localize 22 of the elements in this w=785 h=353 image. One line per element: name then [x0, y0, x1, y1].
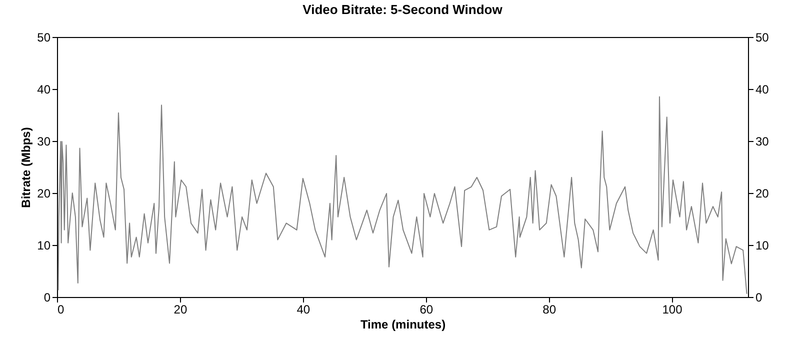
x-tick-label: 20 — [174, 302, 188, 316]
x-tick-label: 40 — [296, 302, 310, 316]
y-tick-label: 50 — [37, 30, 51, 44]
y2-tick-label: 40 — [756, 82, 770, 96]
y2-tick-label: 0 — [756, 290, 762, 304]
y-tick-label: 0 — [44, 290, 51, 304]
x-tick-label: 100 — [662, 302, 683, 316]
y2-tick-label: 30 — [756, 134, 770, 148]
x-tick-label: 60 — [420, 302, 434, 316]
y-tick-label: 20 — [37, 186, 51, 200]
y-tick-label: 30 — [37, 134, 51, 148]
line-series — [58, 96, 748, 294]
y2-tick-label: 20 — [756, 186, 770, 200]
y2-tick-label: 50 — [756, 30, 770, 44]
x-tick-label: 80 — [542, 302, 556, 316]
x-axis-title: Time (minutes) — [360, 318, 446, 332]
x-tick-label: 0 — [58, 302, 64, 316]
chart-title: Video Bitrate: 5-Second Window — [302, 2, 504, 17]
y2-tick-label: 10 — [756, 238, 770, 252]
y-tick-label: 40 — [37, 82, 51, 96]
y-axis-title: Bitrate (Mbps) — [19, 127, 34, 208]
y-tick-label: 10 — [37, 238, 51, 252]
